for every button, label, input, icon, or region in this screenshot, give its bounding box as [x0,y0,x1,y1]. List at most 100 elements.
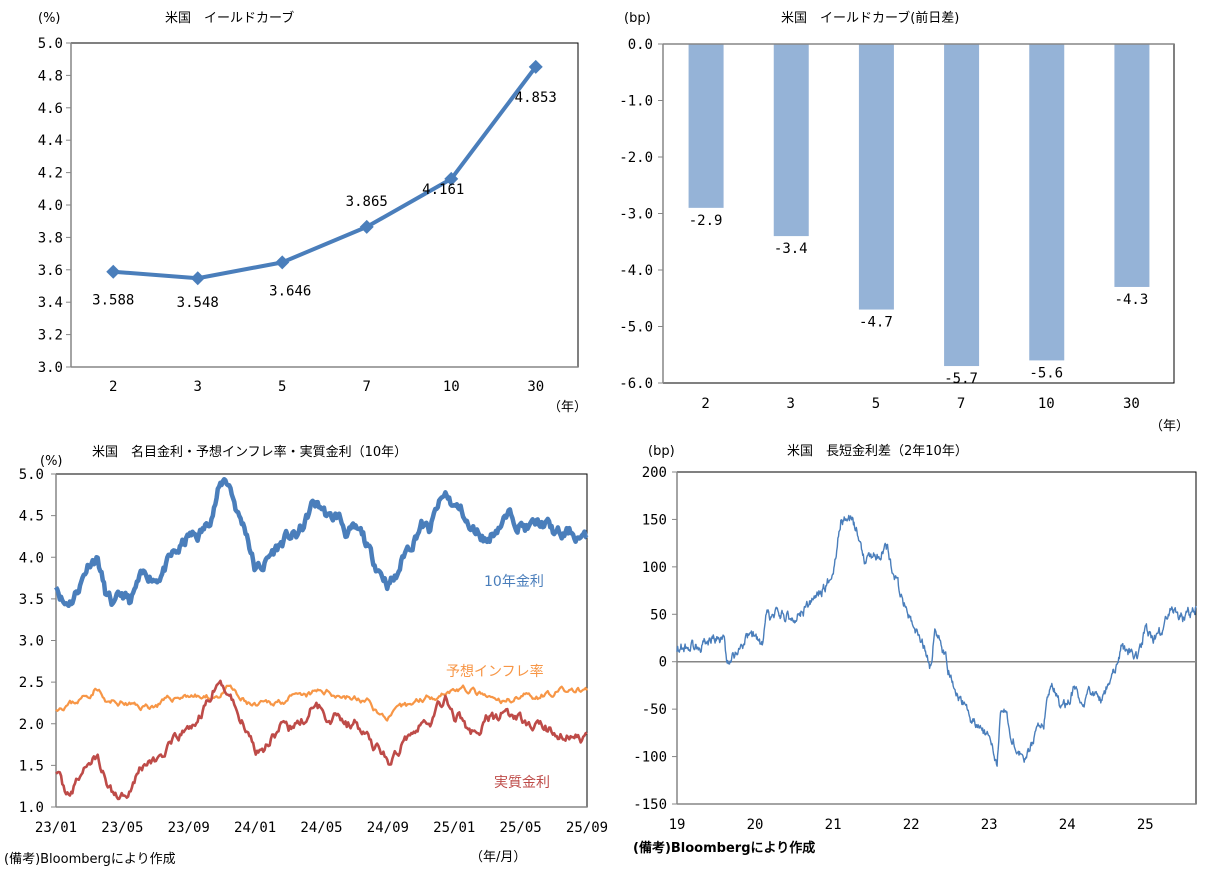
c1-data-label: 3.646 [269,283,311,299]
c3-xtick-label: 24/05 [300,820,342,836]
c4-ytick-label: 0 [659,655,667,671]
c1-ytick-label: 3.4 [38,295,63,311]
c3-xtick-label: 25/01 [433,820,475,836]
c2-bar [773,44,809,237]
c1-point-marker [275,255,290,270]
c3-ytick-label: 1.0 [19,800,44,816]
c3-xtick-label: 25/09 [566,820,608,836]
c1-ytick-label: 3.6 [38,263,63,279]
c2-ytick-label: -2.0 [619,150,653,166]
c1-series-line [113,65,538,281]
c3-plot-frame [55,473,588,808]
c1-xtick-label: 7 [363,379,371,395]
c2-data-label: -5.6 [1029,365,1063,381]
c3-xtick-label: 25/05 [500,820,542,836]
c1-y-unit: (%) [38,11,61,26]
c1-xtick-label: 5 [278,379,286,395]
c4-series-spread [676,514,1197,767]
c4-ytick-label: 100 [642,560,667,576]
c1-data-label: 3.548 [177,295,219,311]
c3-title: 米国 名目金利・予想インフレ率・実質金利（10年） [92,444,407,460]
c3-xtick-label: 24/01 [234,820,276,836]
c4-ytick-label: -100 [633,750,667,766]
c3-source-note: (備考)Bloombergにより作成 [4,852,176,867]
c1-ytick-label: 4.4 [38,133,63,149]
c3-ytick-label: 2.0 [19,717,44,733]
rates-chart: (%) 米国 名目金利・予想インフレ率・実質金利（10年） 5.0 4.5 4.0 3… [19,444,608,865]
c2-bar [858,44,894,310]
c2-plot-frame [662,43,1175,384]
c3-xtick-label: 23/01 [35,820,77,836]
c3-ytick-label: 1.5 [19,758,44,774]
c1-point-marker [106,264,121,279]
c4-ytick-label: 50 [650,607,667,623]
c2-data-label: -2.9 [689,213,723,229]
c2-xtick-label: 10 [1038,396,1055,412]
c2-xtick-label: 2 [701,396,709,412]
c4-plot-frame [676,471,1197,805]
c3-series-real [55,679,588,801]
c1-point-marker [359,219,374,234]
c2-x-unit: （年） [1150,419,1189,434]
c2-ytick-label: -1.0 [619,94,653,110]
c4-ytick-label: 200 [642,465,667,481]
c4-ytick-label: -150 [633,797,667,813]
c3-xtick-label: 23/05 [101,820,143,836]
c3-series-nominal [54,476,589,609]
c1-ytick-label: 4.8 [38,68,63,84]
c3-legend-real: 実質金利 [494,775,550,791]
c4-xtick-label: 23 [981,817,998,833]
c4-xtick-label: 22 [903,817,920,833]
c1-ytick-label: 5.0 [38,36,63,52]
c1-point-marker [444,171,459,186]
c1-ytick-label: 4.2 [38,166,63,182]
c1-ytick-label: 3.0 [38,360,63,376]
c2-data-label: -5.7 [944,371,978,387]
c4-xtick-label: 19 [669,817,686,833]
c2-xtick-label: 3 [787,396,795,412]
c2-bar [1114,44,1150,287]
c2-data-label: -3.4 [774,241,808,257]
c2-ytick-label: -3.0 [619,207,653,223]
c2-xtick-label: 5 [872,396,880,412]
c4-xtick-label: 24 [1059,817,1076,833]
c2-ytick-label: -5.0 [619,320,653,336]
c1-x-unit: （年） [548,400,587,415]
c1-point-marker [528,59,543,74]
c4-y-unit: (bp) [648,444,675,459]
c1-title: 米国 イールドカーブ [165,10,294,26]
c1-xtick-label: 3 [194,379,202,395]
c3-series-bei [55,684,588,722]
c4-xtick-label: 25 [1137,817,1154,833]
c1-ytick-label: 3.8 [38,230,63,246]
c2-xtick-label: 30 [1123,396,1140,412]
c3-ytick-label: 5.0 [19,467,44,483]
c2-ytick-label: -6.0 [619,376,653,392]
c1-data-label: 4.853 [515,90,557,106]
c1-ytick-label: 3.2 [38,328,63,344]
c2-y-unit: (bp) [624,11,651,26]
c1-plot-frame [70,42,579,368]
c4-xtick-label: 21 [825,817,842,833]
c3-y-unit: (%) [40,454,63,469]
c2-ytick-label: -4.0 [619,263,653,279]
c1-ytick-label: 4.6 [38,101,63,117]
c2-ytick-label: 0.0 [628,37,653,53]
c2-data-label: -4.3 [1115,292,1149,308]
c1-ytick-label: 4.0 [38,198,63,214]
c3-ytick-label: 4.5 [19,509,44,525]
yield-curve-chart: (%) 米国 イールドカーブ 5.0 4.8 4.6 4.4 4.2 4.0 3.8 3.6 3… [38,10,587,415]
c1-data-label: 3.865 [346,194,388,210]
c1-xtick-label: 2 [109,379,117,395]
c2-bar [688,44,724,208]
c4-xtick-label: 20 [747,817,764,833]
c2-bar [944,44,980,367]
c4-source-note: (備考)Bloombergにより作成 [633,841,816,856]
c3-xtick-label: 23/09 [168,820,210,836]
c3-legend-nominal: 10年金利 [484,574,544,590]
c4-ytick-label: -50 [642,702,667,718]
c4-title: 米国 長短金利差（2年10年） [787,443,968,459]
c3-ytick-label: 3.0 [19,634,44,650]
c2-title: 米国 イールドカーブ(前日差) [781,10,959,26]
c3-ytick-label: 3.5 [19,592,44,608]
